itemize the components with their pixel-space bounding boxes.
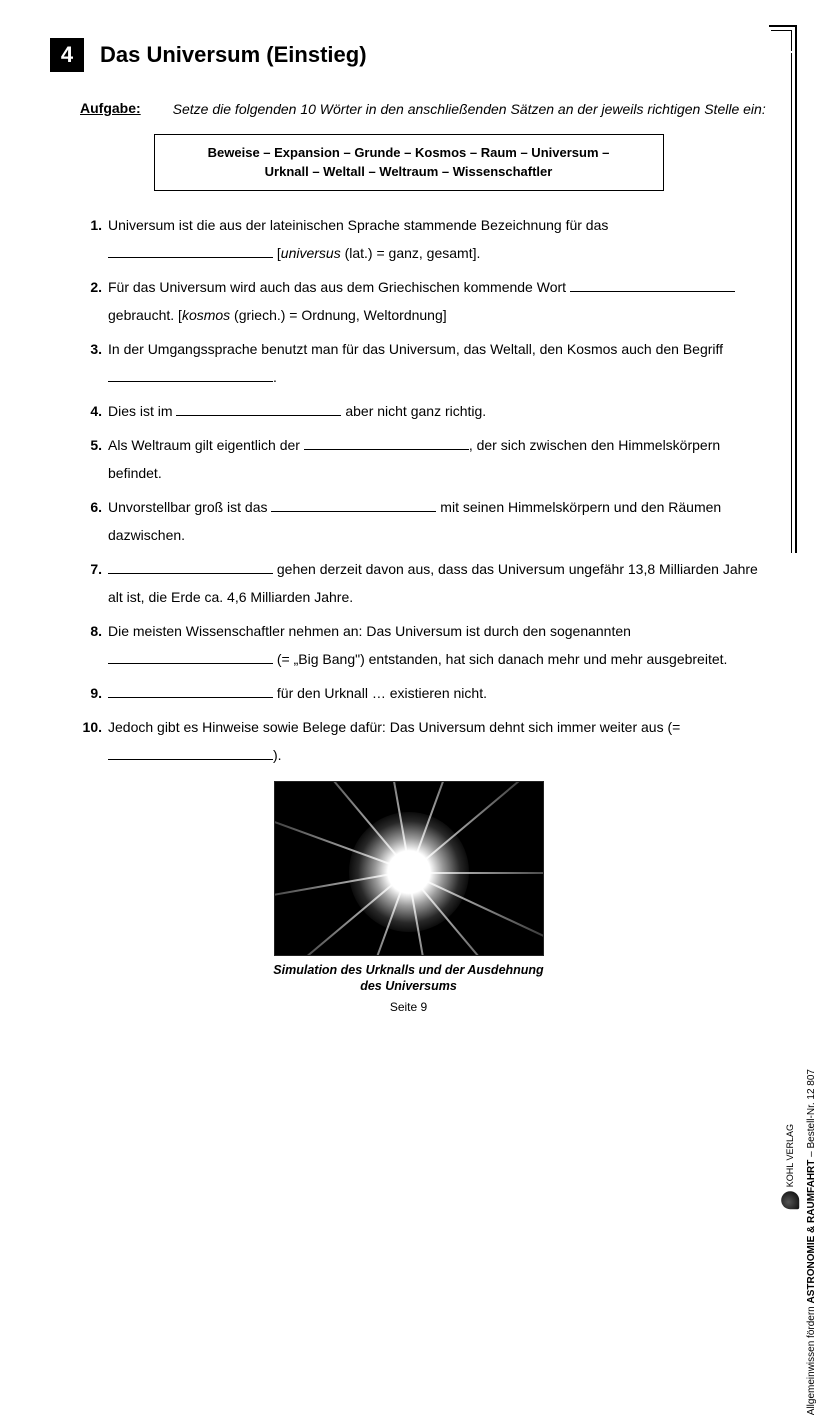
item-number: 10. [80, 713, 102, 741]
chapter-number: 4 [50, 38, 84, 72]
header: 4 Das Universum (Einstieg) [50, 38, 767, 72]
bigbang-image [274, 781, 544, 956]
task-label: Aufgabe: [80, 100, 173, 120]
fill-blank[interactable] [108, 369, 273, 382]
item-number: 5. [80, 431, 102, 459]
question-item: 6.Unvorstellbar groß ist das mit seinen … [80, 493, 767, 549]
side-publication-info: Allgemeinwissen fördern ASTRONOMIE & RAU… [806, 1069, 817, 1415]
side-ornament [795, 53, 797, 553]
fill-blank[interactable] [108, 651, 273, 664]
fill-blank[interactable] [108, 245, 273, 258]
question-item: 5.Als Weltraum gilt eigentlich der , der… [80, 431, 767, 487]
page-title: Das Universum (Einstieg) [100, 42, 367, 68]
question-item: 2.Für das Universum wird auch das aus de… [80, 273, 767, 329]
fill-blank[interactable] [304, 437, 469, 450]
fill-blank[interactable] [108, 561, 273, 574]
figure: Simulation des Urknalls und der Ausdehnu… [50, 781, 767, 995]
item-body: gehen derzeit davon aus, dass das Univer… [108, 561, 758, 605]
item-body: Als Weltraum gilt eigentlich der , der s… [108, 437, 720, 481]
publisher-logo: KOHL VERLAG [781, 1124, 799, 1209]
item-number: 1. [80, 211, 102, 239]
item-number: 8. [80, 617, 102, 645]
question-item: 4. Dies ist im aber nicht ganz richtig. [80, 397, 767, 425]
item-body: Die meisten Wissenschaftler nehmen an: D… [108, 623, 727, 667]
item-number: 6. [80, 493, 102, 521]
fill-blank[interactable] [271, 499, 436, 512]
fill-blank[interactable] [176, 403, 341, 416]
question-item: 10. Jedoch gibt es Hinweise sowie Belege … [80, 713, 767, 769]
item-number: 2. [80, 273, 102, 301]
item-number: 7. [80, 555, 102, 583]
page-number: Seite 9 [50, 1000, 767, 1014]
question-item: 9. für den Urknall … existieren nicht. [80, 679, 767, 707]
figure-caption: Simulation des Urknalls und der Ausdehnu… [50, 962, 767, 995]
logo-icon [781, 1191, 799, 1209]
item-body: Dies ist im aber nicht ganz richtig. [108, 403, 486, 419]
item-body: Für das Universum wird auch das aus dem … [108, 279, 735, 323]
item-number: 4. [80, 397, 102, 425]
question-item: 1.Universum ist die aus der lateinischen… [80, 211, 767, 267]
item-body: für den Urknall … existieren nicht. [108, 685, 487, 701]
question-item: 3.In der Umgangssprache benutzt man für … [80, 335, 767, 391]
question-item: 8.Die meisten Wissenschaftler nehmen an:… [80, 617, 767, 673]
word-box-line2: Urknall – Weltall – Weltraum – Wissensch… [167, 162, 651, 182]
item-body: Unvorstellbar groß ist das mit seinen Hi… [108, 499, 721, 543]
task-text: Setze die folgenden 10 Wörter in den ans… [173, 100, 766, 120]
item-body: In der Umgangssprache benutzt man für da… [108, 341, 723, 385]
item-body: Jedoch gibt es Hinweise sowie Belege daf… [108, 719, 680, 763]
item-number: 9. [80, 679, 102, 707]
question-item: 7. gehen derzeit davon aus, dass das Uni… [80, 555, 767, 611]
word-box: Beweise – Expansion – Grunde – Kosmos – … [154, 134, 664, 191]
item-number: 3. [80, 335, 102, 363]
corner-ornament [769, 25, 797, 53]
task-row: Aufgabe: Setze die folgenden 10 Wörter i… [80, 100, 767, 120]
item-body: Universum ist die aus der lateinischen S… [108, 217, 608, 261]
fill-blank[interactable] [108, 685, 273, 698]
fill-blank[interactable] [570, 279, 735, 292]
question-list: 1.Universum ist die aus der lateinischen… [80, 211, 767, 769]
word-box-line1: Beweise – Expansion – Grunde – Kosmos – … [167, 143, 651, 163]
fill-blank[interactable] [108, 747, 273, 760]
